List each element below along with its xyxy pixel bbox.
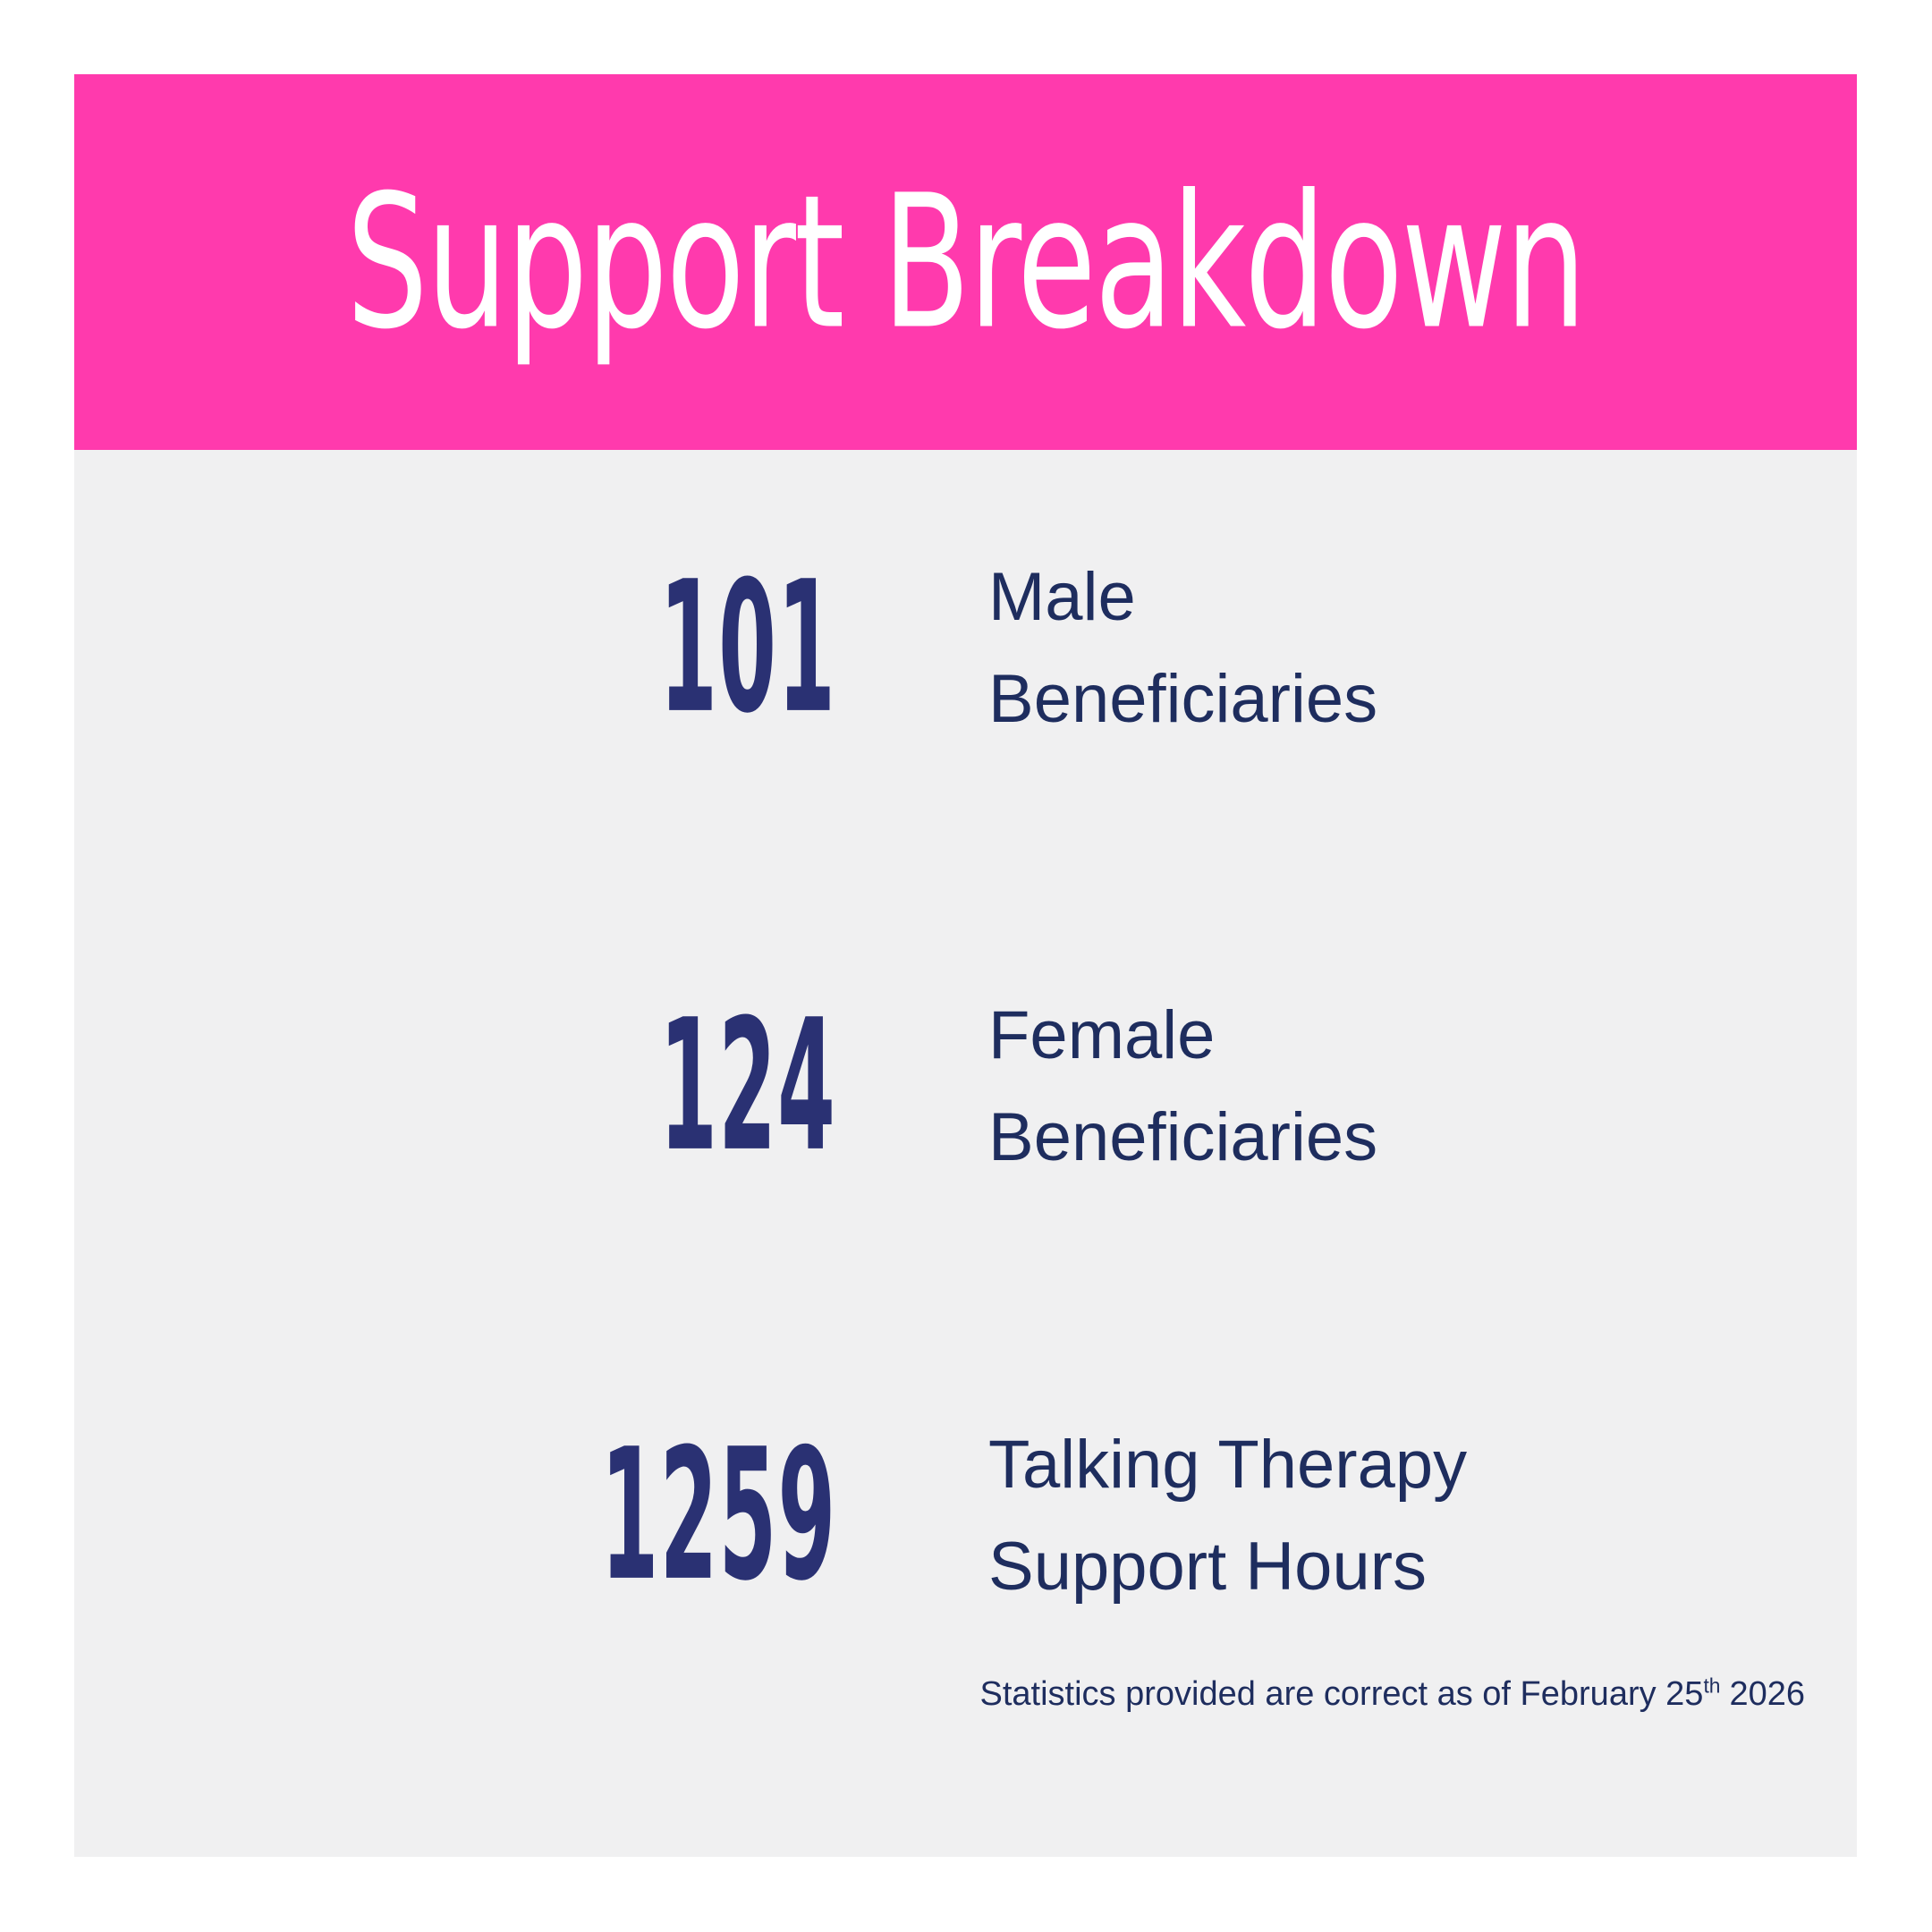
header-banner: Support Breakdown <box>74 74 1857 450</box>
stats-card: Support Breakdown 101 Male Beneficiaries… <box>74 74 1857 1857</box>
stat-label-male-beneficiaries: Male Beneficiaries <box>988 547 1377 750</box>
stat-value-talking-therapy-hours: 1259 <box>600 1411 836 1622</box>
stat-value-male-beneficiaries: 101 <box>659 543 836 754</box>
stat-label-line: Beneficiaries <box>988 1099 1378 1175</box>
stat-label-line: Female <box>988 997 1216 1073</box>
stat-row-female-beneficiaries: 124 Female Beneficiaries <box>74 957 1857 1216</box>
stat-value-column: 124 <box>74 982 836 1192</box>
stat-label-line: Talking Therapy <box>988 1427 1468 1503</box>
stat-label-line: Male <box>988 559 1136 635</box>
stat-value-column: 1259 <box>74 1411 836 1622</box>
stat-row-male-beneficiaries: 101 Male Beneficiaries <box>74 519 1857 778</box>
page-title: Support Breakdown <box>346 154 1587 370</box>
stat-row-talking-therapy-hours: 1259 Talking Therapy Support Hours <box>74 1386 1857 1646</box>
stat-label-talking-therapy-hours: Talking Therapy Support Hours <box>988 1414 1467 1618</box>
stat-value-column: 101 <box>74 544 836 754</box>
footnote-ordinal-superscript: th <box>1703 1674 1721 1698</box>
footnote-text: Statistics provided are correct as of Fe… <box>979 1675 1704 1713</box>
stat-value-female-beneficiaries: 124 <box>659 981 836 1192</box>
footnote-year: 2026 <box>1729 1675 1805 1713</box>
stat-label-line: Beneficiaries <box>988 661 1378 737</box>
stat-label-female-beneficiaries: Female Beneficiaries <box>988 985 1377 1189</box>
stat-label-line: Support Hours <box>988 1529 1428 1605</box>
statistics-date-footnote: Statistics provided are correct as of Fe… <box>980 1675 1805 1714</box>
